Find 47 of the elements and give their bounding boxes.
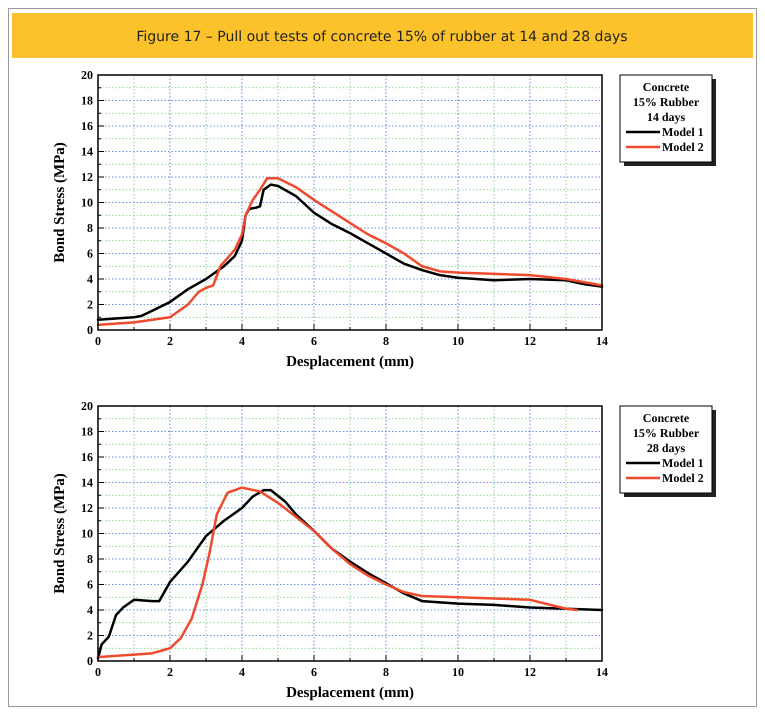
legend-title: Concrete 15% Rubber 14 days — [632, 80, 700, 124]
y-tick-label: 16 — [81, 450, 93, 464]
x-axis-title: Desplacement (mm) — [286, 354, 414, 370]
y-axis-title: Bond Stress (MPa) — [52, 142, 68, 263]
y-tick-label: 6 — [87, 578, 93, 592]
x-tick-label: 10 — [452, 665, 464, 679]
x-tick-label: 6 — [311, 665, 317, 679]
y-tick-label: 4 — [87, 603, 93, 617]
x-tick-label: 12 — [524, 334, 536, 348]
y-tick-label: 2 — [87, 628, 93, 642]
x-tick-label: 14 — [596, 334, 608, 348]
x-tick-label: 10 — [452, 334, 464, 348]
legend-label: Model 1 — [662, 125, 704, 139]
x-tick-label: 8 — [383, 334, 389, 348]
y-tick-label: 8 — [87, 221, 93, 235]
legend-title: Concrete 15% Rubber 28 days — [632, 411, 700, 455]
x-tick-label: 4 — [239, 334, 245, 348]
y-tick-label: 10 — [81, 526, 93, 540]
y-tick-label: 12 — [81, 501, 93, 515]
y-tick-label: 20 — [81, 399, 93, 413]
legend-label: Model 2 — [662, 471, 704, 485]
y-tick-label: 4 — [87, 272, 93, 286]
chart-title: Figure 17 – Pull out tests of concrete 15% of rubber at 14 and 28 days — [136, 29, 628, 45]
y-tick-label: 0 — [87, 654, 93, 668]
y-tick-label: 18 — [81, 94, 93, 108]
x-tick-label: 14 — [596, 665, 608, 679]
x-tick-label: 4 — [239, 665, 245, 679]
legend-label: Model 2 — [662, 140, 704, 154]
x-tick-label: 2 — [167, 665, 173, 679]
x-tick-label: 12 — [524, 665, 536, 679]
y-tick-label: 0 — [87, 323, 93, 337]
y-tick-label: 8 — [87, 552, 93, 566]
y-tick-label: 6 — [87, 246, 93, 260]
x-axis-title: Desplacement (mm) — [286, 685, 414, 701]
x-tick-label: 8 — [383, 665, 389, 679]
y-tick-label: 14 — [81, 476, 93, 490]
y-tick-label: 2 — [87, 298, 93, 312]
y-axis-title: Bond Stress (MPa) — [52, 473, 68, 594]
y-tick-label: 10 — [81, 196, 93, 210]
x-tick-label: 2 — [167, 334, 173, 348]
y-tick-label: 12 — [81, 170, 93, 184]
y-tick-label: 14 — [81, 144, 93, 158]
y-tick-label: 16 — [81, 119, 93, 133]
legend-label: Model 1 — [662, 456, 704, 470]
y-tick-label: 18 — [81, 424, 93, 438]
y-tick-label: 20 — [81, 68, 93, 82]
x-tick-label: 6 — [311, 334, 317, 348]
